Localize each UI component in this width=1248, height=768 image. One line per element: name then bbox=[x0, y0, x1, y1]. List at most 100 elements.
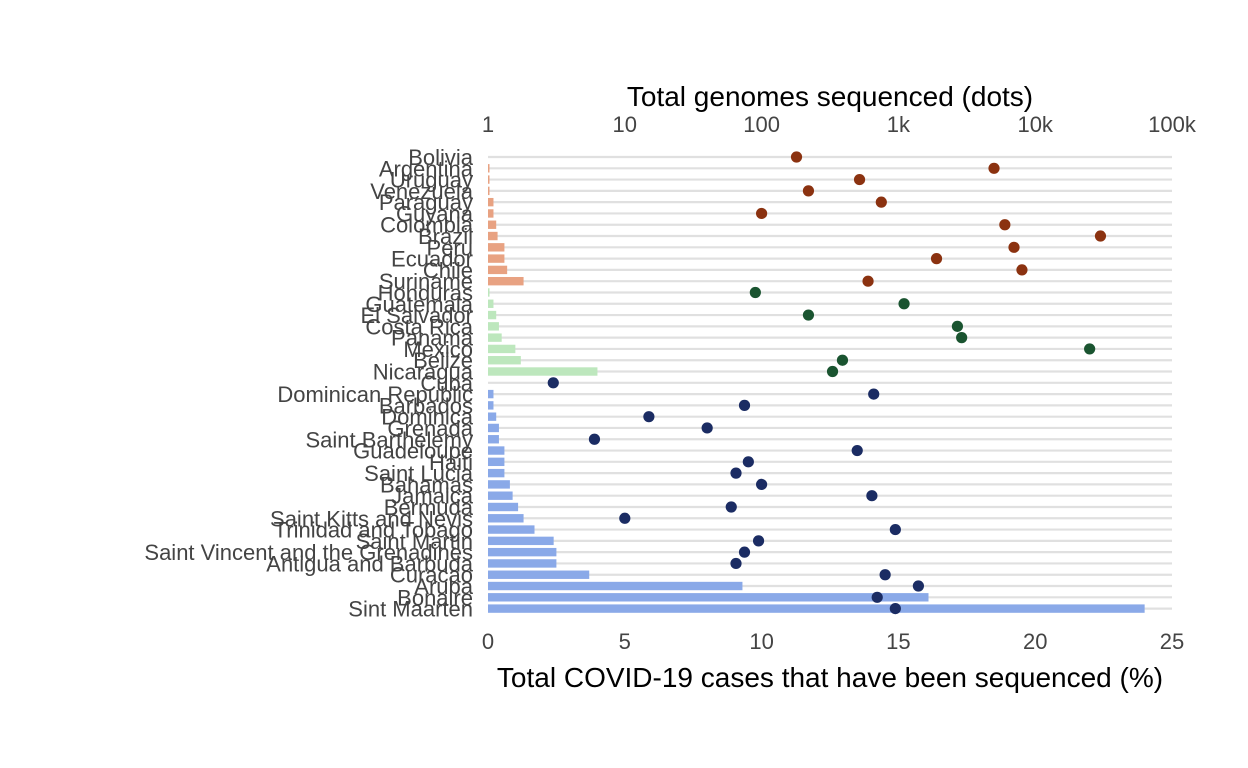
dot-guatemala bbox=[898, 298, 910, 310]
bar-bermuda bbox=[488, 502, 519, 512]
dot-saint-barthelemy bbox=[588, 433, 601, 445]
dot-costa-rica bbox=[951, 320, 964, 332]
category-label: Grenada bbox=[387, 416, 473, 441]
bar-grenada bbox=[488, 423, 499, 433]
category-label: Bermuda bbox=[384, 495, 474, 520]
category-label: Honduras bbox=[378, 280, 473, 305]
bar-curacao bbox=[488, 570, 590, 579]
category-label: Uruguay bbox=[390, 168, 473, 193]
dot-ecuador bbox=[930, 253, 943, 265]
bar-saint-kitts-and-nevis bbox=[488, 514, 524, 523]
dot-cuba bbox=[547, 377, 559, 389]
bars bbox=[488, 164, 1145, 613]
dot-bahamas bbox=[756, 478, 768, 491]
category-label: Trinidad and Tobago bbox=[274, 518, 473, 543]
dot-bonaire bbox=[871, 591, 883, 603]
category-label: Barbados bbox=[379, 393, 473, 418]
x2-tick-label: 1 bbox=[482, 112, 494, 137]
bar-colombia bbox=[488, 220, 497, 229]
bar-paraguay bbox=[488, 197, 494, 207]
bar-saint-martin bbox=[488, 536, 554, 546]
category-label: Belize bbox=[413, 348, 473, 373]
bar-honduras bbox=[488, 288, 490, 297]
bar-guatemala bbox=[488, 299, 494, 308]
bar-antigua-and-barbuda bbox=[488, 559, 557, 568]
bar-mexico bbox=[488, 344, 516, 354]
category-label: Dominica bbox=[381, 405, 473, 430]
dot-haiti bbox=[742, 456, 754, 468]
bar-brazil bbox=[488, 231, 498, 241]
category-label: Guatemala bbox=[365, 292, 473, 317]
bar-chile bbox=[488, 265, 508, 275]
dot-colombia bbox=[999, 219, 1011, 231]
bar-bahamas bbox=[488, 480, 510, 489]
x-tick-label: 5 bbox=[619, 629, 631, 654]
x2-tick-label: 1k bbox=[887, 112, 911, 137]
dot-dominican-republic bbox=[868, 388, 880, 400]
dot-saint-lucia bbox=[730, 467, 742, 479]
bar-el-salvador bbox=[488, 310, 497, 320]
category-label: El Salvador bbox=[360, 303, 473, 328]
bar-bonaire bbox=[488, 593, 929, 602]
dot-grenada bbox=[701, 422, 713, 434]
dot-antigua-and-barbuda bbox=[730, 557, 742, 570]
category-label: Argentina bbox=[379, 156, 474, 181]
dot-barbados bbox=[738, 399, 751, 411]
x2-tick-label: 10 bbox=[613, 112, 637, 137]
bar-costa-rica bbox=[488, 322, 499, 331]
category-label: Antigua and Barbuda bbox=[266, 551, 473, 576]
x-tick-label: 15 bbox=[886, 629, 910, 654]
dot-paraguay bbox=[875, 196, 887, 208]
dot-mexico bbox=[1084, 343, 1096, 355]
dot-panama bbox=[956, 332, 968, 344]
category-label: Cuba bbox=[420, 371, 473, 396]
x-axis-title: Total COVID-19 cases that have been sequ… bbox=[497, 662, 1163, 693]
category-label: Haiti bbox=[429, 450, 473, 475]
category-label: Suriname bbox=[379, 269, 473, 294]
bar-guadeloupe bbox=[488, 446, 505, 455]
x-tick-label: 0 bbox=[482, 629, 494, 654]
category-label: Venezuela bbox=[370, 179, 474, 204]
bar-peru bbox=[488, 243, 505, 252]
category-label: Guadeloupe bbox=[353, 439, 473, 464]
dot-uruguay bbox=[853, 173, 866, 186]
dot-honduras bbox=[749, 286, 761, 299]
category-label: Mexico bbox=[403, 337, 473, 362]
category-label: Nicaragua bbox=[373, 360, 474, 385]
dot-belize bbox=[836, 354, 849, 366]
bar-saint-lucia bbox=[488, 468, 505, 478]
dot-bolivia bbox=[790, 151, 803, 163]
dot-nicaragua bbox=[826, 365, 839, 378]
bar-panama bbox=[488, 333, 502, 342]
dot-saint-martin bbox=[752, 535, 765, 547]
category-label: Saint Barthelemy bbox=[305, 427, 473, 452]
dot-bermuda bbox=[725, 501, 737, 513]
x2-axis-ticks: 1 10 100 1k 10k 100k bbox=[482, 112, 1197, 137]
bar-trinidad-and-tobago bbox=[488, 525, 535, 534]
dot-aruba bbox=[912, 580, 924, 592]
bar-argentina bbox=[488, 164, 490, 173]
dot-el-salvador bbox=[802, 309, 815, 321]
category-label: Chile bbox=[423, 258, 473, 283]
dot-peru bbox=[1008, 241, 1020, 253]
x2-tick-label: 100 bbox=[743, 112, 780, 137]
category-label: Aruba bbox=[414, 574, 473, 599]
x2-tick-label: 10k bbox=[1017, 112, 1053, 137]
category-label: Saint Kitts and Nevis bbox=[270, 506, 473, 531]
bar-barbados bbox=[488, 401, 494, 410]
x2-tick-label: 100k bbox=[1148, 112, 1197, 137]
category-label: Ecuador bbox=[391, 247, 473, 272]
x2-axis-title: Total genomes sequenced (dots) bbox=[627, 81, 1033, 112]
x-tick-label: 25 bbox=[1160, 629, 1184, 654]
bar-sint-maarten bbox=[488, 604, 1145, 613]
dot-venezuela bbox=[802, 185, 815, 197]
category-label: Paraguay bbox=[379, 190, 473, 215]
dot-chile bbox=[1016, 264, 1028, 276]
bar-jamaica bbox=[488, 491, 513, 500]
bar-dominican-republic bbox=[488, 389, 494, 399]
dot-saint-kitts-and-nevis bbox=[619, 512, 631, 524]
category-label: Bonaire bbox=[397, 585, 473, 610]
category-labels: BoliviaArgentinaUruguayVenezuelaParaguay… bbox=[144, 145, 473, 622]
dot-trinidad-and-tobago bbox=[889, 523, 901, 536]
